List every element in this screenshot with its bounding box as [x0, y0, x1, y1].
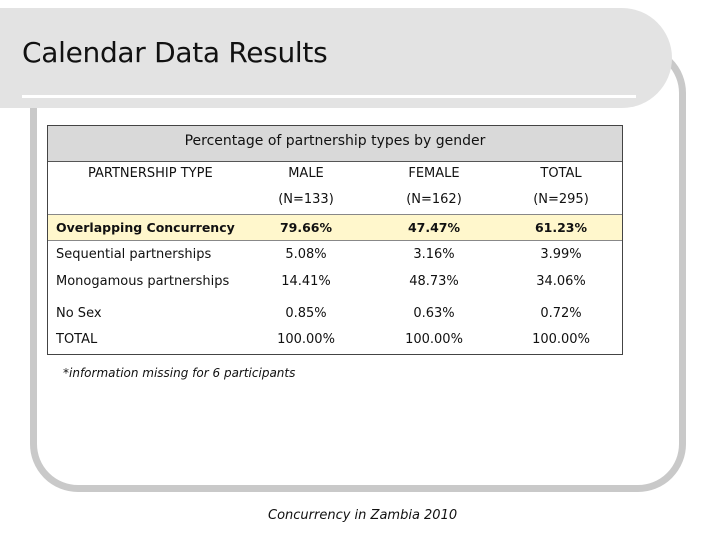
row-type: Sequential partnerships: [56, 247, 212, 262]
header-male: MALE: [288, 166, 324, 181]
table-row: No Sex 0.85% 0.63% 0.72%: [48, 306, 622, 328]
row-female: 47.47%: [407, 220, 461, 235]
table-row: Overlapping Concurrency 79.66% 47.47% 61…: [48, 214, 622, 241]
row-male: 5.08%: [285, 247, 327, 262]
slide-title: Calendar Data Results: [22, 36, 328, 69]
footnote: *information missing for 6 participants: [63, 366, 296, 380]
row-type: Monogamous partnerships: [56, 274, 230, 289]
table-n-row: (N=133) (N=162) (N=295): [48, 192, 622, 214]
table-header-row: PARTNERSHIP TYPE MALE FEMALE TOTAL: [48, 166, 622, 188]
header-female: FEMALE: [408, 166, 460, 181]
row-male: 0.85%: [285, 306, 327, 321]
n-female: (N=162): [406, 192, 462, 207]
n-male: (N=133): [278, 192, 334, 207]
table-row: TOTAL 100.00% 100.00% 100.00%: [48, 332, 622, 354]
row-type: Overlapping Concurrency: [56, 220, 235, 235]
row-female: 100.00%: [405, 332, 463, 347]
row-total: 34.06%: [536, 274, 586, 289]
row-type: TOTAL: [56, 332, 98, 347]
row-male: 14.41%: [281, 274, 331, 289]
row-total: 0.72%: [540, 306, 582, 321]
row-total: 100.00%: [532, 332, 590, 347]
row-male: 100.00%: [277, 332, 335, 347]
table-row: Monogamous partnerships 14.41% 48.73% 34…: [48, 274, 622, 296]
row-total: 61.23%: [534, 220, 588, 235]
partnership-table: Percentage of partnership types by gende…: [47, 125, 623, 355]
table-caption: Percentage of partnership types by gende…: [48, 126, 622, 162]
row-female: 3.16%: [413, 247, 455, 262]
title-divider: [22, 95, 636, 98]
row-total: 3.99%: [540, 247, 582, 262]
row-female: 0.63%: [413, 306, 455, 321]
header-partnership-type: PARTNERSHIP TYPE: [88, 166, 213, 181]
row-type: No Sex: [56, 306, 102, 321]
header-total: TOTAL: [540, 166, 582, 181]
title-band: [0, 8, 672, 108]
row-female: 48.73%: [409, 274, 459, 289]
row-male: 79.66%: [279, 220, 333, 235]
source-caption: Concurrency in Zambia 2010: [268, 508, 458, 523]
n-total: (N=295): [533, 192, 589, 207]
table-row: Sequential partnerships 5.08% 3.16% 3.99…: [48, 247, 622, 269]
